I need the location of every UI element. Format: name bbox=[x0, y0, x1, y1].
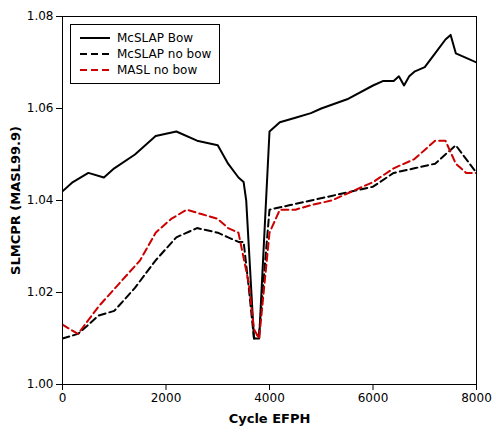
html-text:MASL no bow: MASL no bow bbox=[117, 63, 198, 77]
svg-text:Cycle EFPH: Cycle EFPH bbox=[229, 411, 311, 426]
svg-text:1.02: 1.02 bbox=[27, 285, 54, 299]
svg-text:4000: 4000 bbox=[254, 391, 285, 405]
svg-text:1.08: 1.08 bbox=[27, 9, 54, 23]
svg-text:1.04: 1.04 bbox=[27, 193, 54, 207]
html-text:McSLAP no bow: McSLAP no bow bbox=[117, 47, 212, 61]
svg-text:2000: 2000 bbox=[151, 391, 182, 405]
svg-text:6000: 6000 bbox=[358, 391, 389, 405]
html-text:McSLAP Bow: McSLAP Bow bbox=[117, 31, 194, 45]
svg-text:8000: 8000 bbox=[461, 391, 492, 405]
svg-text:SLMCPR (MASL99.9): SLMCPR (MASL99.9) bbox=[8, 126, 23, 275]
svg-text:1.00: 1.00 bbox=[27, 377, 54, 391]
svg-text:0: 0 bbox=[59, 391, 67, 405]
svg-text:1.06: 1.06 bbox=[27, 101, 54, 115]
